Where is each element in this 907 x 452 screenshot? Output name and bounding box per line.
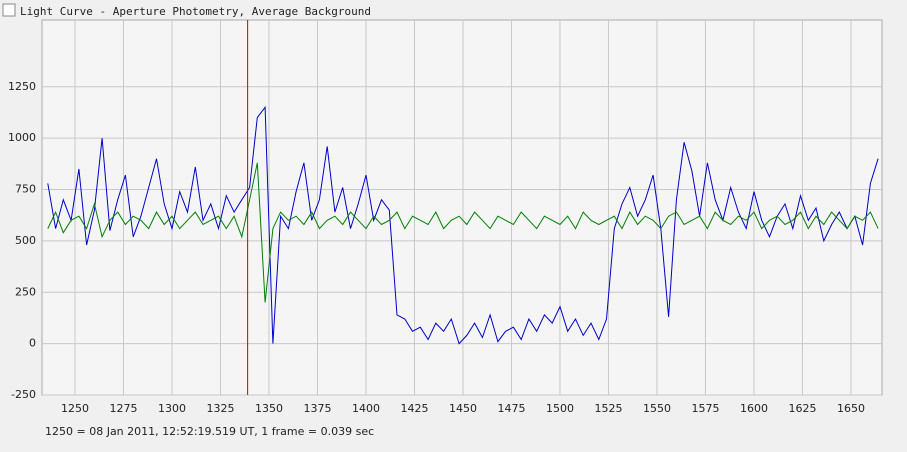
x-tick-label: 1550 — [643, 402, 671, 415]
x-tick-label: 1650 — [837, 402, 865, 415]
x-tick-label: 1475 — [497, 402, 525, 415]
x-tick-label: 1625 — [788, 402, 816, 415]
y-tick-label: 1000 — [8, 131, 36, 144]
y-tick-label: -250 — [11, 388, 36, 401]
x-tick-label: 1425 — [400, 402, 428, 415]
x-tick-label: 1500 — [546, 402, 574, 415]
x-tick-label: 1350 — [255, 402, 283, 415]
footer: 1250 = 08 Jan 2011, 12:52:19.519 UT, 1 f… — [45, 425, 374, 438]
x-tick-label: 1525 — [594, 402, 622, 415]
series-line — [47, 105, 879, 345]
window-title: Light Curve - Aperture Photometry, Avera… — [20, 5, 371, 18]
y-tick-label: 0 — [29, 337, 36, 350]
x-tick-label: 1450 — [449, 402, 477, 415]
x-tick-label: 1275 — [109, 402, 137, 415]
plot-area — [41, 19, 883, 396]
x-tick-label: 1600 — [740, 402, 768, 415]
series-line — [47, 162, 879, 303]
y-tick-label: 500 — [15, 234, 36, 247]
x-tick-label: 1575 — [691, 402, 719, 415]
x-tick-label: 1325 — [206, 402, 234, 415]
y-tick-label: 250 — [15, 285, 36, 298]
x-tick-label: 1250 — [61, 402, 89, 415]
x-tick-label: 1400 — [352, 402, 380, 415]
y-tick-label: 750 — [15, 183, 36, 196]
y-tick-label: 1250 — [8, 80, 36, 93]
window-icon — [2, 3, 16, 17]
x-tick-label: 1375 — [303, 402, 331, 415]
x-tick-label: 1300 — [158, 402, 186, 415]
